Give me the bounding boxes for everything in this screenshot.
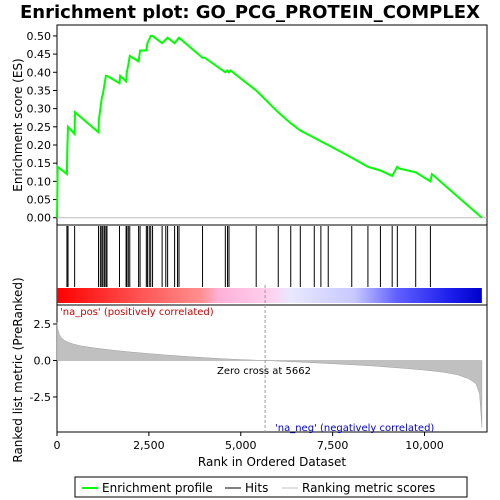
- es-y-tick-label: 0.35: [27, 84, 52, 97]
- x-tick-label: 0: [54, 439, 61, 452]
- chart-title: Enrichment plot: GO_PCG_PROTEIN_COMPLEX: [20, 2, 480, 23]
- es-panel-frame: [56, 24, 488, 226]
- hits-panel: [57, 226, 482, 303]
- es-y-tick-label: 0.25: [27, 121, 52, 134]
- ranking-y-tick-label: 0.0: [34, 354, 52, 367]
- ranking-panel: -2.5 0.0 2.5: [30, 285, 483, 432]
- es-y-tick-label: 0.30: [27, 103, 52, 116]
- es-panel: 0.00 0.05 0.10 0.15 0.20 0.25 0.30 0.35 0.40 0.45…: [27, 30, 487, 225]
- ranking-y-tick-label: 2.5: [34, 318, 52, 331]
- es-axis-title: Enrichment score (ES): [11, 58, 25, 191]
- enrichment-profile-line: [56, 34, 483, 219]
- legend-enrichment-label: Enrichment profile: [102, 481, 213, 495]
- es-y-tick-label: 0.50: [27, 30, 52, 43]
- es-y-tick-label: 0.20: [27, 139, 52, 152]
- ranking-metric-area: [56, 322, 483, 428]
- ranking-panel-frame: [56, 304, 488, 433]
- es-y-tick-label: 0.10: [27, 175, 52, 188]
- ranking-axis-title: Ranked list metric (PreRanked): [11, 277, 25, 462]
- pos-correlated-label: 'na_pos' (positively correlated): [60, 307, 214, 318]
- legend-ranking-label: Ranking metric scores: [302, 481, 435, 495]
- neg-correlated-label: 'na_neg' (negatively correlated): [275, 423, 434, 434]
- zero-cross-label: Zero cross at 5662: [217, 366, 311, 377]
- es-y-tick-label: 0.00: [27, 212, 52, 225]
- x-tick-label: 5,000: [225, 439, 257, 452]
- x-tick-label: 7,500: [317, 439, 349, 452]
- x-tick-label: 2,500: [133, 439, 165, 452]
- x-axis-title: Rank in Ordered Dataset: [198, 455, 346, 469]
- es-y-tick-label: 0.40: [27, 66, 52, 79]
- es-y-tick-label: 0.05: [27, 194, 52, 207]
- x-tick-label: 10,000: [405, 439, 444, 452]
- ranking-y-tick-label: -2.5: [30, 391, 51, 404]
- es-y-tick-label: 0.45: [27, 48, 52, 61]
- ranking-gradient-bar: [57, 288, 482, 303]
- legend-hits-label: Hits: [245, 481, 268, 495]
- legend-box: [74, 476, 468, 498]
- es-y-tick-label: 0.15: [27, 157, 52, 170]
- x-axis: 0 2,500 5,000 7,500 10,000: [54, 432, 444, 452]
